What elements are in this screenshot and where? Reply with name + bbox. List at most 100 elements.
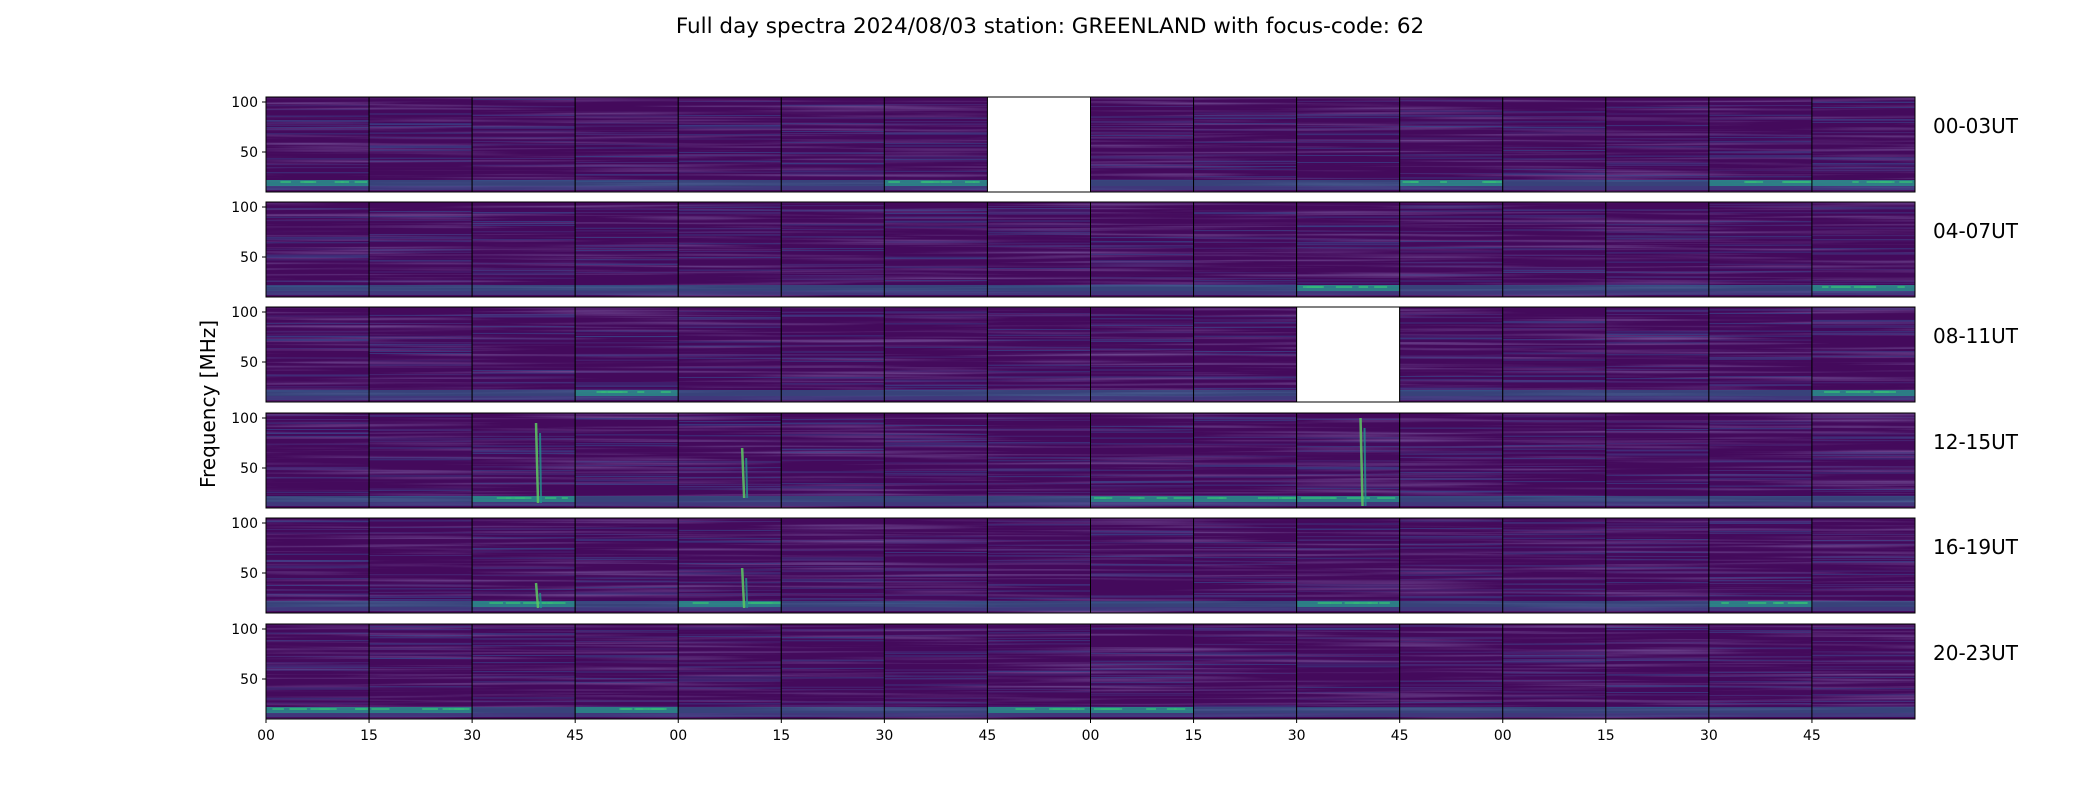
spectrum-panel	[1090, 412, 1195, 509]
panel-texture	[1811, 624, 1915, 719]
low-freq-floor	[575, 291, 679, 295]
low-freq-band	[1296, 180, 1400, 186]
spectrum-panel	[1502, 623, 1607, 720]
panel-texture	[781, 307, 885, 402]
x-tick-label: 00	[257, 728, 275, 744]
panel-texture	[575, 518, 679, 613]
low-freq-floor	[678, 713, 782, 717]
low-freq-floor	[1811, 713, 1915, 717]
band-highlight	[1363, 497, 1370, 499]
y-tick-label: 50	[240, 355, 258, 371]
band-highlight	[371, 708, 390, 710]
spectrum-panel	[677, 201, 782, 298]
spectrum-panel	[1090, 306, 1195, 403]
low-freq-band	[1811, 601, 1915, 607]
low-freq-band	[369, 390, 473, 396]
band-highlight	[1857, 391, 1871, 393]
panel-texture	[1708, 518, 1812, 613]
low-freq-band	[678, 496, 782, 502]
spectrum-panel	[265, 517, 370, 614]
spectrum-panel	[883, 96, 988, 193]
x-tick-label: 45	[1391, 728, 1409, 744]
low-freq-floor	[1708, 502, 1812, 506]
low-freq-band	[1090, 180, 1194, 186]
spectrum-panel	[1193, 306, 1298, 403]
band-highlight	[1257, 497, 1268, 499]
panel-texture	[1811, 97, 1915, 192]
spectrum-panel	[677, 412, 782, 509]
spectrum-panel	[677, 306, 782, 403]
low-freq-floor	[1708, 607, 1812, 611]
panel-texture	[472, 202, 576, 297]
band-highlight	[1174, 708, 1186, 710]
spectrum-panel	[1502, 306, 1607, 403]
low-freq-band	[1399, 390, 1503, 396]
low-freq-floor	[1090, 291, 1194, 295]
low-freq-floor	[987, 502, 1091, 506]
band-highlight	[489, 602, 504, 604]
low-freq-band	[781, 180, 885, 186]
band-highlight	[1156, 497, 1168, 499]
spectrum-panel	[883, 412, 988, 509]
band-highlight	[637, 391, 645, 393]
low-freq-band	[1193, 390, 1297, 396]
band-highlight	[1852, 181, 1859, 183]
spectrum-panel	[265, 623, 370, 720]
band-highlight	[618, 391, 628, 393]
band-highlight	[634, 708, 650, 710]
panel-texture	[575, 624, 679, 719]
spectrum-panel	[780, 517, 885, 614]
spectrum-panel	[471, 96, 576, 193]
panel-texture	[266, 97, 370, 192]
spectrum-panel	[1193, 201, 1298, 298]
low-freq-floor	[1090, 396, 1194, 400]
low-freq-floor	[1605, 713, 1709, 717]
panel-texture	[1090, 413, 1194, 508]
spectrum-panel	[368, 96, 473, 193]
band-highlight	[1824, 391, 1840, 393]
low-freq-floor	[1193, 502, 1297, 506]
spectrum-panel	[1296, 96, 1401, 193]
panel-texture	[1811, 413, 1915, 508]
low-freq-floor	[1090, 713, 1194, 717]
low-freq-band	[575, 601, 679, 607]
band-highlight	[1358, 286, 1369, 288]
panel-texture	[472, 518, 576, 613]
radio-burst-trail	[1363, 427, 1367, 507]
low-freq-band	[987, 707, 1091, 713]
panel-texture	[575, 202, 679, 297]
band-highlight	[1845, 391, 1859, 393]
spectrum-panel	[1193, 517, 1298, 614]
spectra-row: 100 50 04-07UT	[231, 200, 2019, 298]
low-freq-floor	[266, 502, 370, 506]
spectrum-panel	[1811, 517, 1916, 614]
band-highlight	[1410, 181, 1419, 183]
low-freq-band	[575, 285, 679, 291]
low-freq-band	[1399, 496, 1503, 502]
panel-texture	[1296, 202, 1400, 297]
low-freq-band	[472, 180, 576, 186]
band-highlight	[1129, 497, 1141, 499]
y-tick-label: 50	[240, 672, 258, 688]
panel-texture	[781, 624, 885, 719]
spectrum-panel	[1811, 412, 1916, 509]
low-freq-band	[266, 390, 370, 396]
band-highlight	[334, 181, 344, 183]
panel-texture	[678, 97, 782, 192]
low-freq-band	[1811, 707, 1915, 713]
band-highlight	[648, 708, 667, 710]
panel-texture	[369, 307, 473, 402]
band-highlight	[1100, 708, 1120, 710]
radio-burst	[534, 582, 540, 609]
band-highlight	[1831, 286, 1851, 288]
band-highlight	[621, 708, 633, 710]
band-highlight	[1899, 181, 1913, 183]
panel-texture	[678, 518, 782, 613]
band-highlight	[1058, 708, 1076, 710]
band-highlight	[596, 391, 606, 393]
low-freq-floor	[1605, 186, 1709, 190]
band-highlight	[964, 181, 975, 183]
panel-texture	[781, 202, 885, 297]
band-highlight	[340, 181, 350, 183]
band-highlight	[1166, 708, 1177, 710]
